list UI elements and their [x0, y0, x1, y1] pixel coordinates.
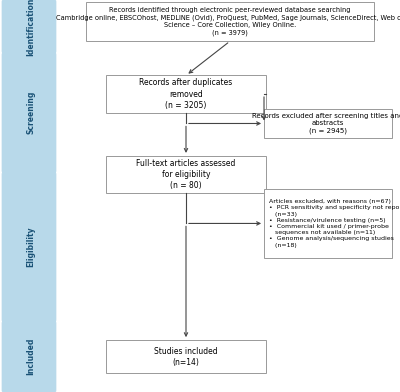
FancyBboxPatch shape: [2, 171, 56, 323]
Text: Screening: Screening: [26, 91, 36, 134]
Text: Included: Included: [26, 338, 36, 376]
FancyBboxPatch shape: [106, 156, 266, 193]
FancyBboxPatch shape: [86, 2, 374, 41]
FancyBboxPatch shape: [2, 51, 56, 174]
Text: Full-text articles assessed
for eligibility
(n = 80): Full-text articles assessed for eligibil…: [136, 159, 236, 190]
FancyBboxPatch shape: [106, 340, 266, 373]
FancyBboxPatch shape: [264, 189, 392, 258]
FancyBboxPatch shape: [2, 0, 56, 55]
FancyBboxPatch shape: [2, 319, 56, 392]
Text: Identification: Identification: [26, 0, 36, 56]
Text: Records excluded after screening titles and
abstracts
(n = 2945): Records excluded after screening titles …: [252, 113, 400, 134]
FancyBboxPatch shape: [106, 75, 266, 113]
Text: Articles excluded, with reasons (n=67)
•  PCR sensitivity and specificity not re: Articles excluded, with reasons (n=67) •…: [269, 199, 400, 248]
Text: Eligibility: Eligibility: [26, 227, 36, 267]
Text: Records identified through electronic peer-reviewed database searching
Cambridge: Records identified through electronic pe…: [56, 7, 400, 36]
FancyBboxPatch shape: [264, 109, 392, 138]
Text: Studies included
(n=14): Studies included (n=14): [154, 347, 218, 367]
Text: Records after duplicates
removed
(n = 3205): Records after duplicates removed (n = 32…: [139, 78, 233, 110]
